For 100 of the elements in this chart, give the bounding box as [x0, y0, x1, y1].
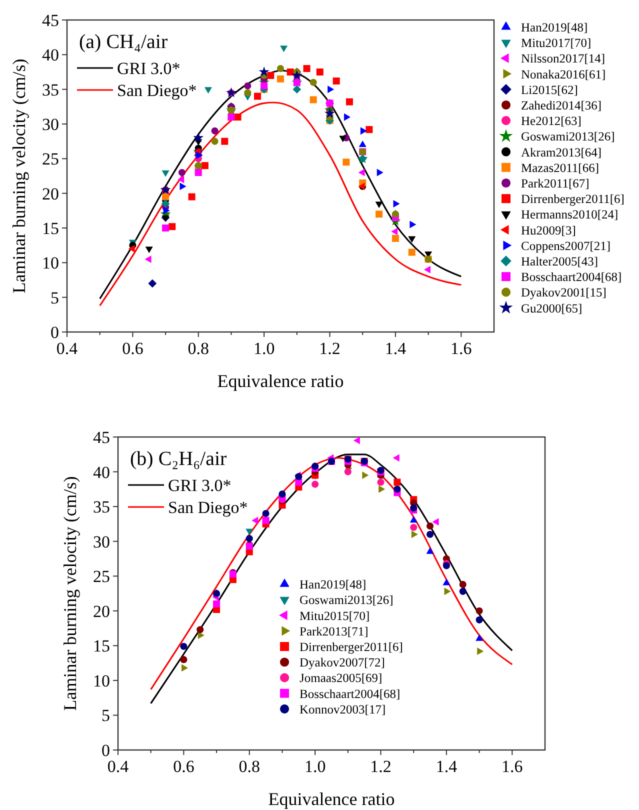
point	[444, 588, 451, 596]
point	[204, 87, 212, 94]
x-tick-label: 1.6	[450, 339, 472, 358]
legend-label: Mitu2017[70]	[521, 36, 592, 50]
point	[148, 279, 157, 288]
y-tick-label: 20	[93, 602, 110, 621]
y-tick-label: 45	[93, 428, 110, 447]
point	[410, 516, 418, 523]
legend-label: Akram2013[64]	[521, 145, 602, 160]
point	[180, 656, 188, 664]
y-axis-title: Laminar burning velocity (cm/s)	[60, 476, 80, 711]
x-tick-label: 0.8	[238, 757, 260, 776]
y-tick-label: 5	[50, 288, 59, 308]
point	[376, 210, 383, 218]
legend-label: Mitu2015[70]	[300, 608, 370, 623]
point	[211, 138, 218, 145]
x-axis-title: Equivalence ratio	[217, 371, 344, 391]
point	[144, 255, 152, 263]
point	[254, 92, 262, 100]
legend-label: Bosschaart2004[68]	[300, 686, 400, 701]
legend-label: Park2013[71]	[300, 624, 368, 638]
x-tick-label: 1.4	[384, 339, 407, 358]
legend-label: San Diego*	[117, 81, 197, 100]
point	[442, 578, 450, 586]
legend-label: Park2011[67]	[521, 176, 590, 190]
point	[196, 626, 204, 634]
point	[476, 634, 484, 641]
point	[366, 126, 373, 134]
point	[353, 436, 360, 444]
legend-label: Mazas2011[66]	[521, 160, 599, 175]
point	[162, 224, 170, 232]
point	[280, 46, 288, 52]
legend-label: Konnov2003[17]	[300, 702, 386, 716]
y-tick-label: 25	[42, 150, 59, 169]
point	[391, 228, 398, 236]
point	[394, 478, 401, 486]
legend-label: Dirrenberger2011[6]	[521, 192, 624, 206]
point	[258, 66, 270, 76]
point	[262, 516, 270, 524]
point	[262, 510, 270, 518]
y-axis-title: Laminar burning velocity (cm/s)	[9, 58, 29, 294]
legend-label: Zahedi2014[36]	[521, 98, 602, 112]
point	[362, 471, 369, 480]
legend-label: Hermanns2010[24]	[521, 208, 618, 222]
y-tick-label: 15	[93, 636, 110, 656]
x-tick-label: 1.4	[436, 757, 458, 776]
point	[277, 75, 284, 82]
y-tick-label: 5	[102, 706, 110, 726]
point	[182, 664, 188, 672]
point	[410, 504, 418, 512]
point	[358, 168, 365, 176]
legend-label: Bosschaart2004[68]	[521, 270, 622, 284]
point	[378, 485, 386, 493]
point	[346, 98, 353, 106]
legend-label: Dirrenberger2011[6]	[300, 640, 403, 654]
y-tick-label: 30	[93, 532, 110, 552]
point	[392, 454, 400, 462]
point	[459, 580, 466, 588]
y-tick-label: 15	[42, 219, 59, 238]
point	[267, 72, 274, 79]
legend-label: Li2015[62]	[521, 82, 578, 97]
point	[278, 490, 286, 498]
point	[310, 96, 317, 104]
point	[316, 68, 324, 76]
point	[312, 480, 319, 488]
x-tick-label: 0.6	[122, 339, 144, 358]
point	[292, 85, 302, 94]
legend-label: Han2019[48]	[300, 578, 366, 592]
line-series	[99, 102, 462, 306]
point	[260, 82, 268, 90]
y-tick-label: 35	[42, 80, 59, 100]
point	[168, 223, 176, 230]
point	[162, 193, 170, 200]
point	[328, 86, 334, 94]
point	[424, 266, 430, 274]
point	[180, 182, 186, 190]
point	[358, 140, 366, 147]
point	[324, 108, 336, 118]
point	[211, 127, 218, 134]
point	[178, 169, 186, 176]
point	[221, 138, 228, 145]
point	[252, 516, 258, 524]
point	[360, 127, 367, 135]
point	[477, 647, 484, 655]
legend-label: Han2019[48]	[521, 20, 588, 34]
point	[234, 114, 242, 121]
point	[410, 220, 416, 228]
legend-label: Jomaas2005[69]	[300, 671, 382, 686]
point	[394, 486, 401, 493]
point	[178, 176, 184, 184]
point	[344, 468, 352, 476]
point	[303, 65, 310, 72]
point	[408, 248, 416, 256]
point	[344, 113, 351, 121]
y-tick-label: 20	[42, 184, 59, 204]
point	[476, 616, 483, 624]
point	[392, 234, 399, 242]
point	[375, 202, 383, 208]
point	[162, 170, 170, 177]
point	[213, 600, 220, 608]
